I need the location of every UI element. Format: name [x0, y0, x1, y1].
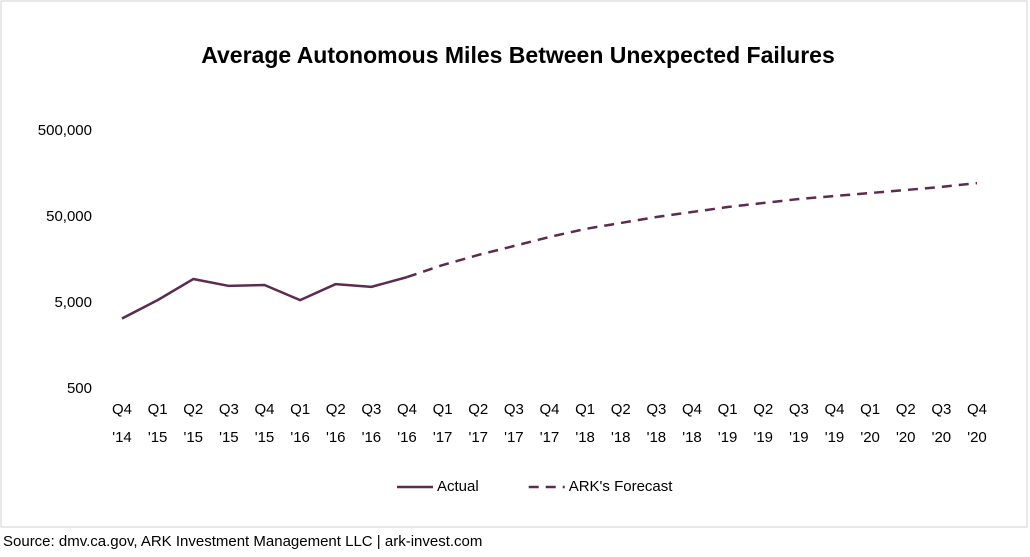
x-tick-label: '17 [468, 429, 488, 446]
x-tick-label: Q3 [504, 401, 524, 418]
x-tick-label: Q1 [433, 401, 453, 418]
x-tick-label: '19 [825, 429, 845, 446]
x-tick-label: '20 [932, 429, 952, 446]
x-tick-label: Q2 [611, 401, 631, 418]
x-tick-label: Q1 [860, 401, 880, 418]
x-tick-label: Q4 [254, 401, 274, 418]
x-tick-label: Q3 [361, 401, 381, 418]
x-tick-label: Q2 [753, 401, 773, 418]
x-tick-label: Q3 [646, 401, 666, 418]
x-tick-label: Q1 [290, 401, 310, 418]
x-tick-label: '20 [860, 429, 880, 446]
x-tick-label: '16 [290, 429, 310, 446]
x-tick-label: Q2 [468, 401, 488, 418]
chart-border [0, 0, 1028, 528]
x-tick-label: Q2 [326, 401, 346, 418]
x-tick-label: Q1 [575, 401, 595, 418]
x-tick-label: Q4 [112, 401, 132, 418]
x-tick-label: Q2 [183, 401, 203, 418]
x-tick-label: '18 [647, 429, 667, 446]
x-tick-label: '19 [789, 429, 809, 446]
x-tick-label: Q4 [682, 401, 702, 418]
x-tick-label: Q4 [397, 401, 417, 418]
x-tick-label: '17 [504, 429, 524, 446]
x-tick-label: '14 [112, 429, 132, 446]
x-tick-label: '19 [753, 429, 773, 446]
x-tick-label: Q3 [931, 401, 951, 418]
x-tick-label: Q4 [967, 401, 987, 418]
x-tick-label: Q2 [896, 401, 916, 418]
legend-label: Actual [437, 478, 479, 495]
y-tick-label: 500 [67, 380, 92, 397]
x-tick-label: Q1 [148, 401, 168, 418]
x-tick-label: '20 [967, 429, 987, 446]
x-tick-label: '19 [718, 429, 738, 446]
x-tick-label: '18 [682, 429, 702, 446]
y-tick-label: 500,000 [38, 122, 92, 139]
legend-label: ARK's Forecast [569, 478, 674, 495]
series-line [121, 275, 408, 320]
y-tick-label: 5,000 [54, 294, 92, 311]
x-tick-label: '16 [326, 429, 346, 446]
x-tick-label: '17 [433, 429, 453, 446]
x-tick-label: '15 [183, 429, 203, 446]
x-tick-label: '18 [611, 429, 631, 446]
x-tick-label: Q4 [824, 401, 844, 418]
x-tick-label: '15 [148, 429, 168, 446]
source-note: Source: dmv.ca.gov, ARK Investment Manag… [3, 533, 482, 550]
x-tick-label: '16 [397, 429, 417, 446]
x-tick-label: Q4 [539, 401, 559, 418]
x-tick-label: '15 [219, 429, 239, 446]
x-tick-label: '20 [896, 429, 916, 446]
x-tick-label: '15 [255, 429, 275, 446]
y-tick-label: 50,000 [46, 208, 92, 225]
series-line [406, 181, 978, 279]
x-tick-label: Q1 [718, 401, 738, 418]
x-tick-label: '17 [540, 429, 560, 446]
x-tick-label: Q3 [219, 401, 239, 418]
chart-title: Average Autonomous Miles Between Unexpec… [201, 42, 835, 68]
x-tick-label: Q3 [789, 401, 809, 418]
x-tick-label: '18 [575, 429, 595, 446]
x-tick-label: '16 [362, 429, 382, 446]
